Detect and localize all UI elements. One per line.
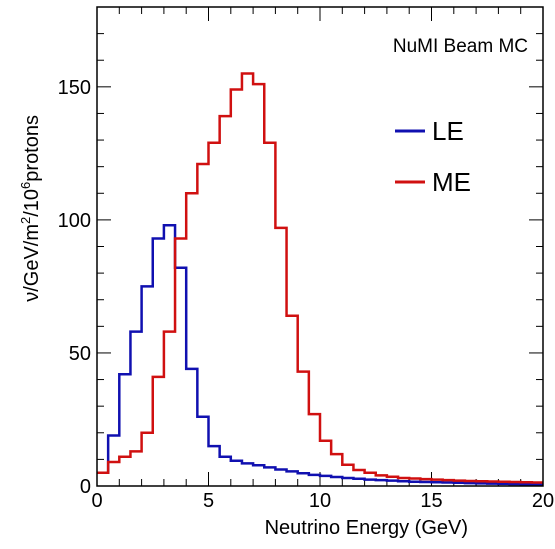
y-tick-label: 0 — [80, 476, 91, 498]
tick-labels: 0 5 10 15 20 0 50 100 150 — [58, 77, 555, 512]
y-tick-label: 50 — [69, 343, 91, 365]
y-tick-label: 150 — [58, 77, 91, 99]
y-axis-title-part: ν/GeV/m — [21, 224, 43, 302]
y-axis-title: ν/GeV/m2/106protons — [18, 115, 43, 302]
y-tick-label: 100 — [58, 210, 91, 232]
x-tick-label: 15 — [420, 490, 442, 512]
x-tick-label: 0 — [91, 490, 102, 512]
legend-label-le: LE — [432, 116, 464, 146]
x-tick-label: 20 — [532, 490, 554, 512]
legend: LE ME — [395, 116, 471, 197]
y-axis-title-superscript: 6 — [18, 182, 33, 189]
y-axis-title-part: /10 — [21, 189, 43, 217]
x-axis-title: Neutrino Energy (GeV) — [265, 517, 468, 539]
series-le-line — [97, 223, 543, 486]
x-tick-label: 10 — [309, 490, 331, 512]
legend-label-me: ME — [432, 167, 471, 197]
chart-title: NuMI Beam MC — [393, 36, 528, 57]
x-tick-label: 5 — [203, 490, 214, 512]
series-me-line — [97, 72, 543, 484]
series-layer — [97, 72, 543, 486]
y-axis-title-superscript: 2 — [18, 217, 33, 224]
y-axis-title-part: protons — [21, 115, 43, 182]
plot-frame — [96, 6, 544, 487]
